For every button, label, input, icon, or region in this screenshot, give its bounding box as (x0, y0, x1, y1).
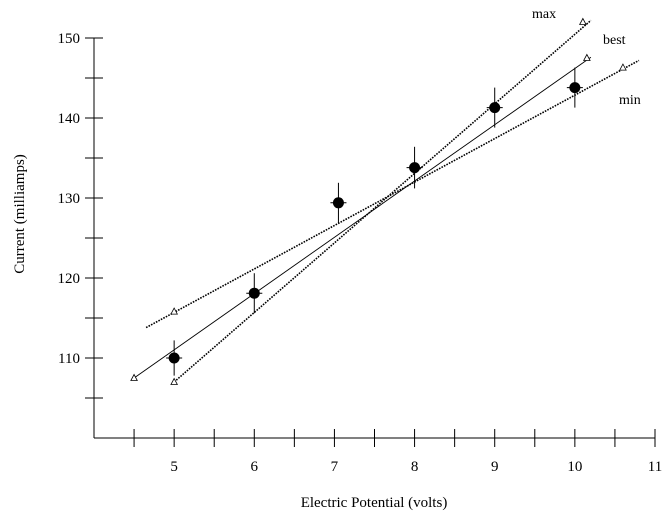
fit-line-marker-best (583, 53, 591, 61)
data-point (248, 287, 260, 299)
fit-line-marker-min (170, 307, 179, 315)
data-points (166, 67, 583, 376)
x-tick-label: 9 (491, 459, 499, 475)
fit-line-marker-min (619, 63, 627, 71)
data-point (332, 197, 344, 209)
data-point (489, 102, 501, 114)
data-point (569, 82, 581, 94)
fit-line-min (145, 59, 640, 329)
x-tick-label: 8 (411, 459, 419, 475)
y-tick-label: 110 (58, 351, 80, 367)
fit-line-marker-max (170, 377, 179, 385)
x-tick-label: 7 (331, 459, 339, 475)
fit-line-best (133, 56, 592, 379)
ticks: 5 6 7 8 9 10 11 110 120 130 140 150 (58, 31, 663, 475)
x-tick-label: 5 (170, 459, 178, 475)
y-tick-label: 140 (58, 111, 81, 127)
y-tick-label: 130 (58, 191, 81, 207)
y-tick-label: 150 (58, 31, 81, 47)
fit-line-label-best: best (603, 33, 626, 48)
fit-line-label-min: min (619, 93, 641, 108)
data-point (409, 162, 421, 174)
x-tick-label: 6 (251, 459, 259, 475)
fit-line-max (173, 19, 592, 383)
x-tick-label: 10 (567, 459, 582, 475)
fit-line-marker-max (579, 17, 587, 25)
fit-line-label-max: max (532, 7, 556, 22)
y-axis-label: Current (milliamps) (12, 154, 28, 274)
y-tick-label: 120 (58, 271, 81, 287)
x-tick-label: 11 (648, 459, 662, 475)
fit-lines (130, 17, 640, 385)
labels: Electric Potential (volts) Current (mill… (12, 7, 641, 511)
x-axis-label: Electric Potential (volts) (301, 495, 448, 511)
data-point (168, 352, 180, 364)
fit-line-marker-best (130, 373, 138, 381)
